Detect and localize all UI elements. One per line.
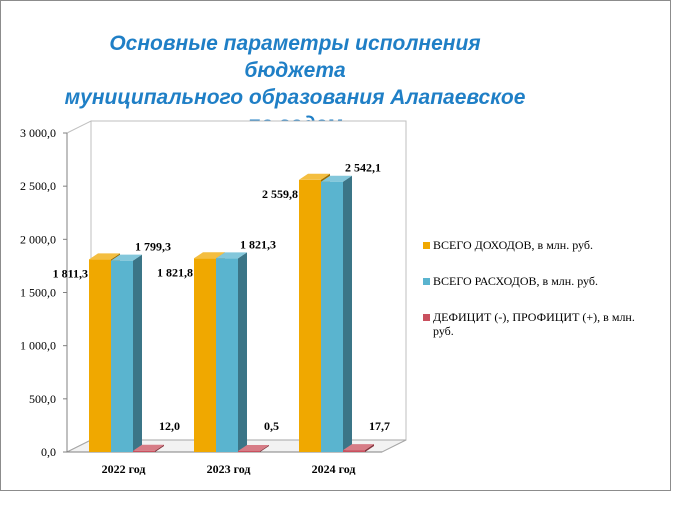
chart-title-line-1: Основные параметры исполнения бюджета [109, 32, 481, 82]
y-axis-ticks: 0,0 500,0 1 000,0 1 500,0 2 000,0 2 500,0 3 00… [20, 126, 67, 459]
bar-expense-0 [111, 254, 142, 452]
data-label-income-2: 2 559,8 [262, 187, 298, 201]
category-label-2: 2024 год [312, 462, 356, 476]
y-tick-label: 2 500,0 [20, 179, 56, 193]
data-label-expense-2: 2 542,1 [345, 161, 381, 175]
legend-item-balance: ДЕФИЦИТ (-), ПРОФИЦИТ (+), в млн. руб. [423, 310, 648, 338]
legend-label-income: ВСЕГО ДОХОДОВ, в млн. руб. [433, 238, 593, 252]
data-label-balance-1: 0,5 [264, 419, 279, 433]
legend-item-income: ВСЕГО ДОХОДОВ, в млн. руб. [423, 238, 648, 252]
y-tick-label: 1 500,0 [20, 286, 56, 300]
category-label-1: 2023 год [207, 462, 251, 476]
data-label-income-0: 1 811,3 [53, 266, 88, 280]
legend-label-balance: ДЕФИЦИТ (-), ПРОФИЦИТ (+), в млн. руб. [433, 310, 635, 338]
data-label-expense-1: 1 821,3 [240, 237, 276, 251]
bar-balance-0 [133, 444, 164, 452]
bars [89, 173, 374, 453]
bar-expense-1 [216, 252, 247, 452]
legend: ВСЕГО ДОХОДОВ, в млн. руб. ВСЕГО РАСХОДО… [423, 238, 648, 360]
bar-balance-1 [238, 445, 269, 452]
y-tick-label: 500,0 [29, 392, 56, 406]
legend-swatch-expense [423, 278, 430, 285]
y-tick-label: 3 000,0 [20, 126, 56, 140]
data-label-balance-2: 17,7 [369, 419, 390, 433]
bar-balance-2 [343, 444, 374, 452]
category-label-0: 2022 год [102, 462, 146, 476]
legend-label-expense: ВСЕГО РАСХОДОВ, в млн. руб. [433, 274, 598, 288]
chart-title: Основные параметры исполнения бюджета му… [60, 30, 530, 138]
legend-swatch-income [423, 242, 430, 249]
bar-expense-2 [321, 175, 352, 452]
data-label-income-1: 1 821,8 [157, 265, 193, 279]
y-tick-label: 0,0 [41, 445, 56, 459]
side-wall [66, 120, 92, 453]
legend-item-expense: ВСЕГО РАСХОДОВ, в млн. руб. [423, 274, 648, 288]
data-label-balance-0: 12,0 [159, 419, 180, 433]
category-labels: 2022 год 2023 год 2024 год [102, 462, 356, 476]
y-tick-label: 1 000,0 [20, 339, 56, 353]
y-tick-label: 2 000,0 [20, 232, 56, 246]
data-labels: 1 811,3 1 799,3 12,0 1 821,8 1 821,3 0,5 2 559… [53, 161, 390, 433]
data-label-expense-0: 1 799,3 [135, 240, 171, 254]
chart-title-line-2: муниципального образования Алапаевское [64, 86, 526, 109]
legend-swatch-balance [423, 314, 430, 321]
